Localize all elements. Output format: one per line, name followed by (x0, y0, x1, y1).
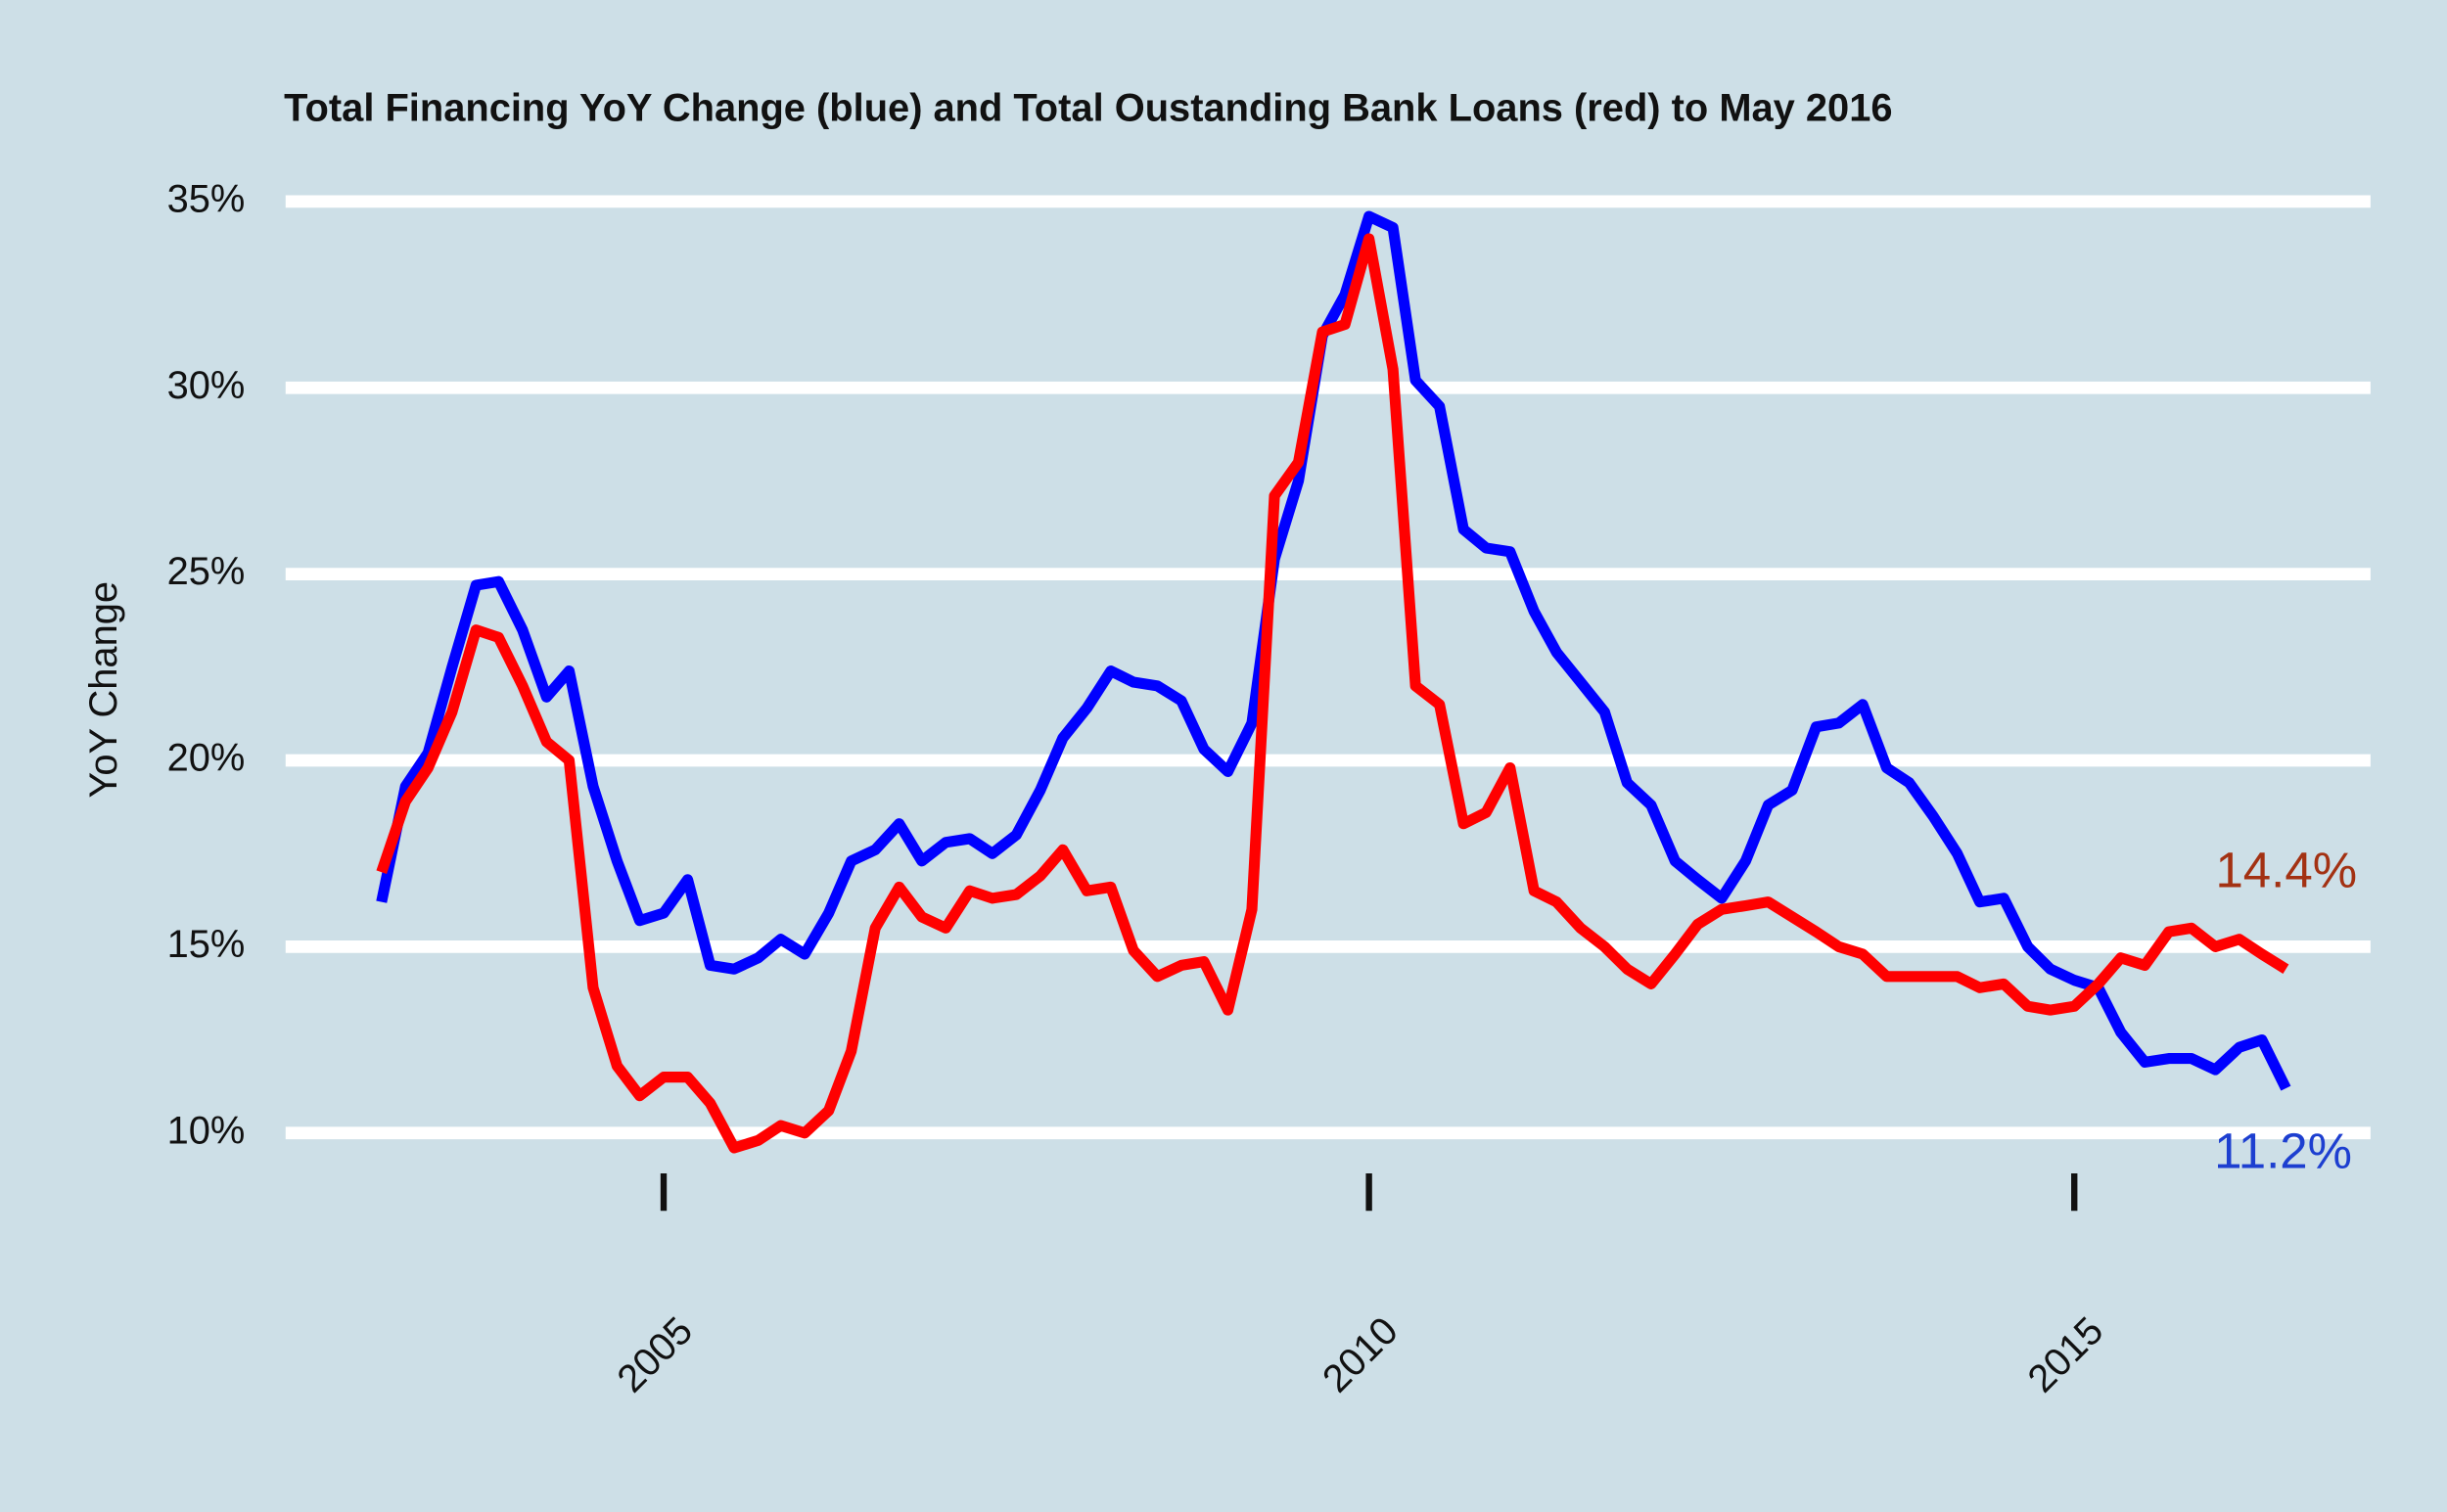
annotation: 11.2% (2214, 1123, 2352, 1178)
line-series (376, 210, 2291, 1091)
annotation: 14.4% (2215, 842, 2357, 897)
y-tick-label: 35% (167, 177, 246, 220)
line-series (376, 233, 2289, 1154)
y-tick-label: 30% (167, 364, 246, 407)
y-tick-label: 20% (167, 737, 246, 780)
y-tick-label: 15% (167, 923, 246, 966)
chart-title: Total Financing YoY Change (blue) and To… (284, 87, 1892, 130)
y-tick-label: 10% (167, 1109, 246, 1152)
y-tick-label: 25% (167, 550, 246, 593)
y-axis-label: YoY Change (82, 581, 125, 799)
